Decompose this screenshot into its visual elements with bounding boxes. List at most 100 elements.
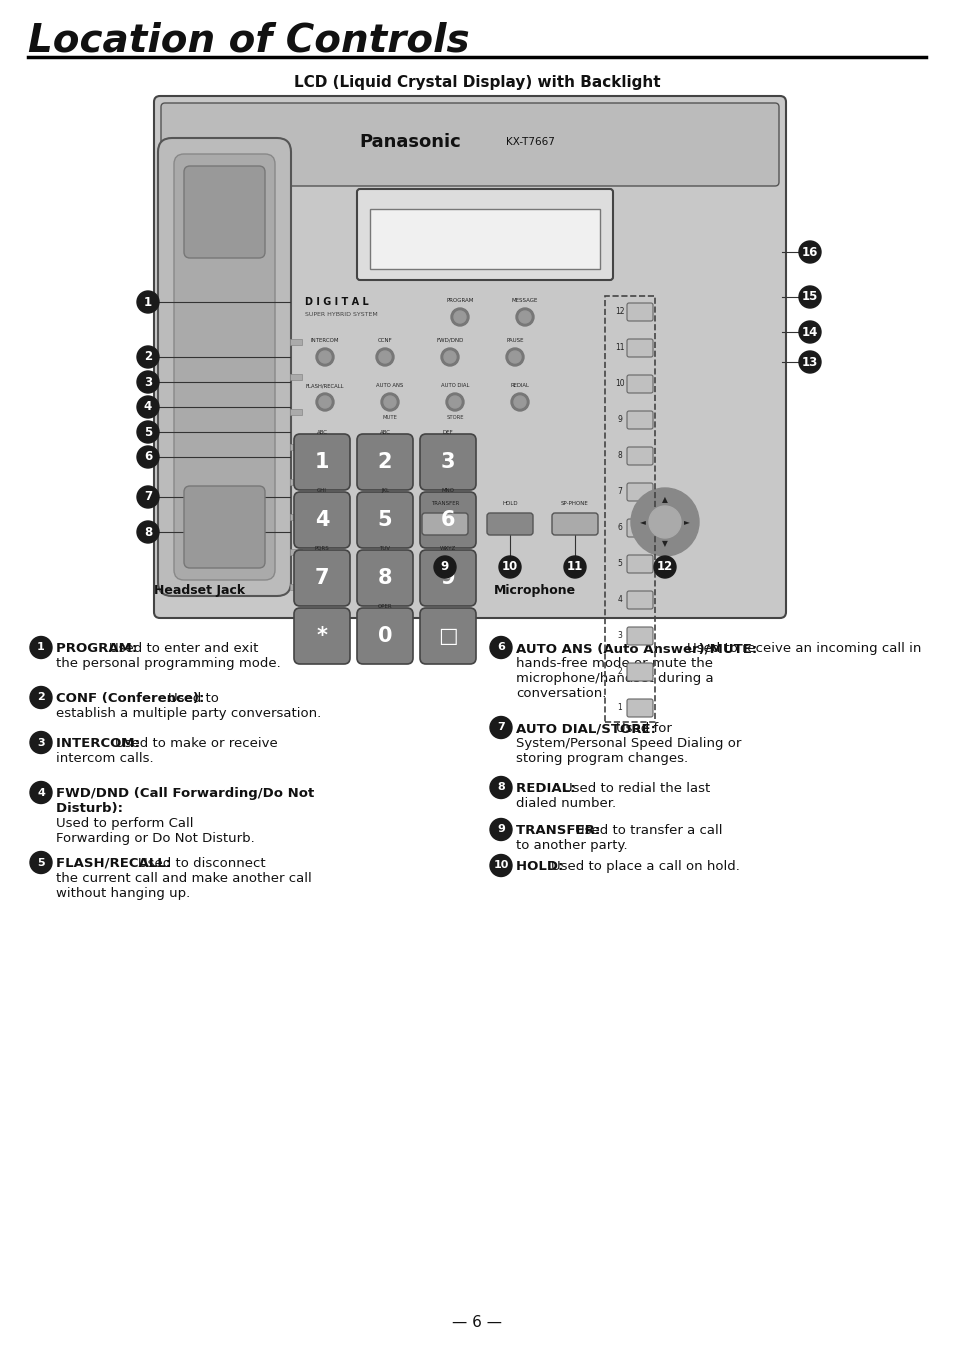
Text: MESSAGE: MESSAGE <box>511 297 537 303</box>
Text: Used to receive an incoming call in: Used to receive an incoming call in <box>686 642 921 654</box>
Text: 9: 9 <box>497 825 504 834</box>
Text: Forwarding or Do Not Disturb.: Forwarding or Do Not Disturb. <box>56 831 254 845</box>
Text: ▼: ▼ <box>661 539 667 549</box>
FancyBboxPatch shape <box>626 483 652 502</box>
Circle shape <box>449 396 460 408</box>
FancyBboxPatch shape <box>626 627 652 645</box>
FancyBboxPatch shape <box>626 303 652 320</box>
FancyBboxPatch shape <box>184 485 265 568</box>
Circle shape <box>137 396 159 418</box>
Text: the current call and make another call: the current call and make another call <box>56 872 312 886</box>
Text: AUTO DIAL/STORE:: AUTO DIAL/STORE: <box>516 722 659 735</box>
Circle shape <box>490 637 512 658</box>
Text: Panasonic: Panasonic <box>358 132 460 151</box>
Circle shape <box>518 311 531 323</box>
Text: 5: 5 <box>37 857 45 868</box>
Circle shape <box>137 291 159 314</box>
FancyBboxPatch shape <box>356 608 413 664</box>
Circle shape <box>630 488 699 556</box>
Text: the personal programming mode.: the personal programming mode. <box>56 657 280 671</box>
FancyBboxPatch shape <box>356 492 413 548</box>
Text: Used to transfer a call: Used to transfer a call <box>575 823 721 837</box>
Text: Microphone: Microphone <box>494 584 576 598</box>
Circle shape <box>799 352 821 373</box>
Text: 11: 11 <box>566 561 582 573</box>
Bar <box>290 339 302 345</box>
Text: Disturb):: Disturb): <box>56 802 128 815</box>
Text: OPER: OPER <box>377 604 392 608</box>
Circle shape <box>30 731 52 753</box>
Text: microphone/handset during a: microphone/handset during a <box>516 672 713 685</box>
FancyBboxPatch shape <box>626 411 652 429</box>
Text: 10: 10 <box>501 561 517 573</box>
Text: HOLD: HOLD <box>501 502 517 506</box>
Text: 2: 2 <box>37 692 45 703</box>
Circle shape <box>384 396 395 408</box>
Text: Headset Jack: Headset Jack <box>154 584 245 598</box>
Text: ABC: ABC <box>316 430 327 435</box>
Text: DEF: DEF <box>442 430 453 435</box>
Text: 6: 6 <box>144 450 152 464</box>
FancyBboxPatch shape <box>356 434 413 489</box>
FancyBboxPatch shape <box>626 556 652 573</box>
Text: FWD/DND (Call Forwarding/Do Not: FWD/DND (Call Forwarding/Do Not <box>56 787 314 800</box>
Text: 5: 5 <box>377 510 392 530</box>
Text: 7: 7 <box>497 722 504 733</box>
Text: WXYZ: WXYZ <box>439 546 456 552</box>
Text: 4: 4 <box>144 400 152 414</box>
Circle shape <box>440 347 458 366</box>
Text: ►: ► <box>683 518 689 526</box>
Text: establish a multiple party conversation.: establish a multiple party conversation. <box>56 707 321 721</box>
Text: STORE: STORE <box>446 415 463 420</box>
Circle shape <box>30 687 52 708</box>
Text: PROGRAM:: PROGRAM: <box>56 642 142 654</box>
FancyBboxPatch shape <box>294 608 350 664</box>
Circle shape <box>654 556 676 579</box>
FancyBboxPatch shape <box>626 448 652 465</box>
Circle shape <box>137 446 159 468</box>
Text: HOLD:: HOLD: <box>516 860 567 873</box>
Bar <box>290 514 302 521</box>
FancyBboxPatch shape <box>626 699 652 717</box>
Circle shape <box>137 521 159 544</box>
Circle shape <box>498 556 520 579</box>
FancyBboxPatch shape <box>294 550 350 606</box>
Circle shape <box>380 393 398 411</box>
FancyBboxPatch shape <box>419 434 476 489</box>
Text: PQRS: PQRS <box>314 546 329 552</box>
Bar <box>290 479 302 485</box>
Text: 8: 8 <box>617 452 621 461</box>
Circle shape <box>446 393 463 411</box>
FancyBboxPatch shape <box>294 492 350 548</box>
Text: 4: 4 <box>617 595 621 604</box>
Text: AUTO ANS: AUTO ANS <box>376 383 403 388</box>
Circle shape <box>799 287 821 308</box>
Circle shape <box>454 311 465 323</box>
Circle shape <box>516 308 534 326</box>
Text: FLASH/RECALL:: FLASH/RECALL: <box>56 857 175 869</box>
Text: 5: 5 <box>144 426 152 438</box>
Text: 9: 9 <box>617 415 621 425</box>
FancyBboxPatch shape <box>626 519 652 537</box>
Text: D I G I T A L: D I G I T A L <box>305 297 369 307</box>
Bar <box>290 549 302 556</box>
Circle shape <box>137 346 159 368</box>
Text: 12: 12 <box>615 307 624 316</box>
Text: 5: 5 <box>617 560 621 568</box>
Text: 1: 1 <box>144 296 152 308</box>
Circle shape <box>30 852 52 873</box>
Text: 3: 3 <box>144 376 152 388</box>
Text: PROGRAM: PROGRAM <box>446 297 474 303</box>
Circle shape <box>648 506 680 538</box>
Text: Location of Controls: Location of Controls <box>28 22 469 59</box>
Circle shape <box>375 347 394 366</box>
Text: 3: 3 <box>617 631 621 641</box>
Text: Used for: Used for <box>616 722 671 735</box>
Circle shape <box>451 308 469 326</box>
Text: 4: 4 <box>37 787 45 798</box>
Circle shape <box>137 420 159 443</box>
FancyBboxPatch shape <box>356 550 413 606</box>
Text: 6: 6 <box>617 523 621 533</box>
Text: 10: 10 <box>493 860 508 871</box>
Circle shape <box>505 347 523 366</box>
